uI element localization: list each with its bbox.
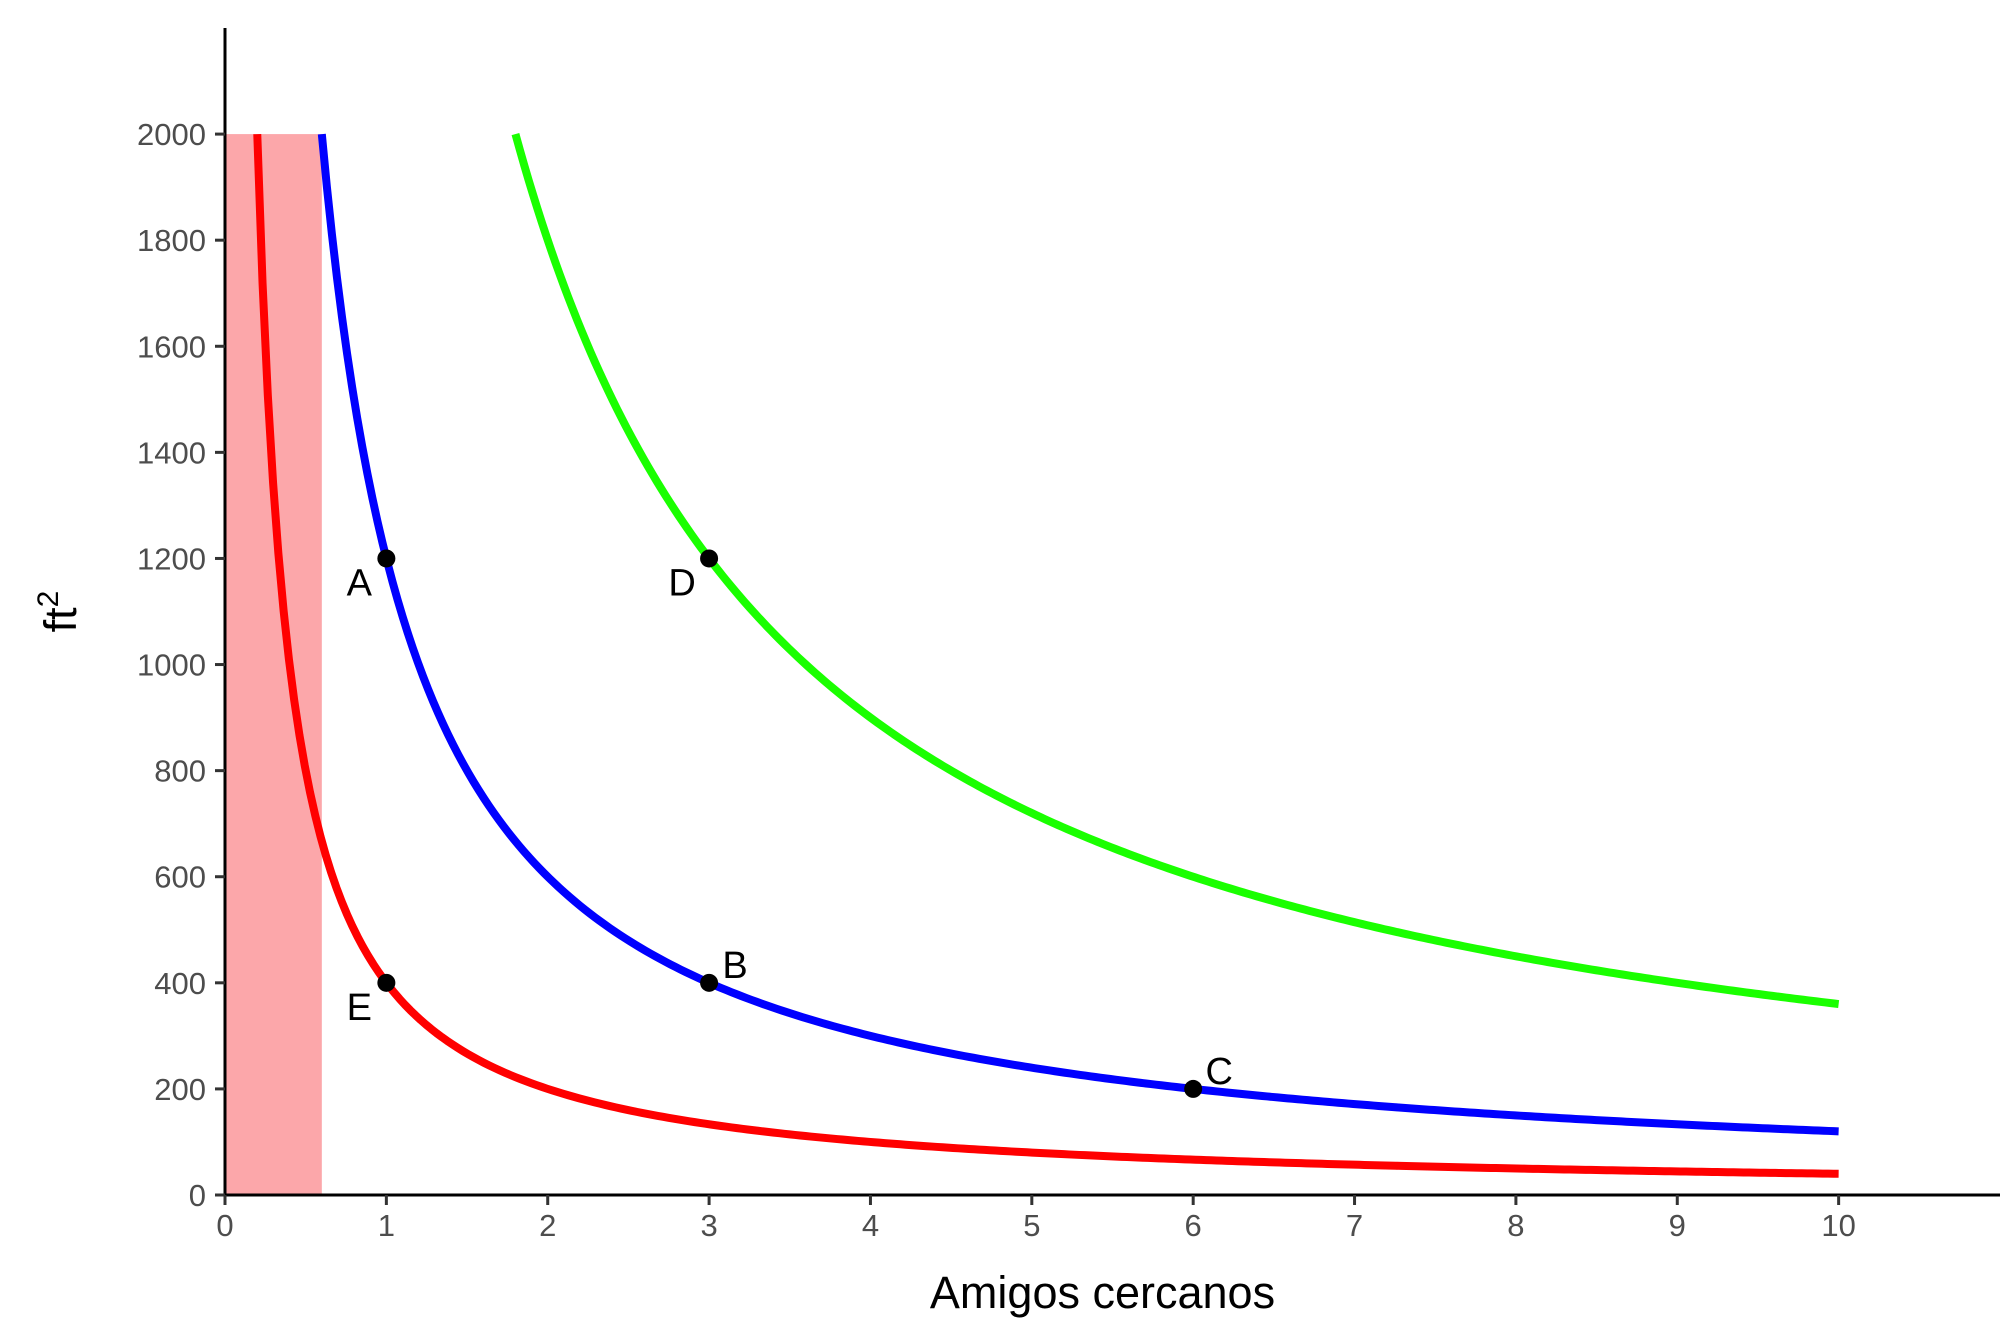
y-axis-ticks: 0 200 400 600 800 1000 1200 1400 1600 1800 2000 xyxy=(137,117,225,1213)
axes-layer xyxy=(223,28,2000,1197)
y-tick-label: 1600 xyxy=(137,329,206,364)
x-tick-label: 0 xyxy=(216,1208,233,1243)
point-c xyxy=(1184,1079,1203,1098)
series-line-3 xyxy=(511,133,1840,1009)
y-axis-title-base: ft xyxy=(35,607,86,633)
points-layer: A B C D E xyxy=(347,549,1233,1098)
x-axis-ticks: 0 1 2 3 4 5 6 7 8 9 10 xyxy=(216,1195,1856,1243)
point-a xyxy=(377,549,396,568)
y-tick-label: 1200 xyxy=(137,541,206,576)
y-tick-label: 0 xyxy=(189,1178,206,1213)
y-tick-label: 400 xyxy=(154,966,206,1001)
point-e xyxy=(377,973,396,992)
point-label-e: E xyxy=(347,987,372,1029)
y-tick-label: 2000 xyxy=(137,117,206,152)
y-tick-label: 800 xyxy=(154,754,206,789)
y-tick-label: 1400 xyxy=(137,435,206,470)
point-label-b: B xyxy=(722,945,747,987)
point-label-d: D xyxy=(668,562,695,604)
y-tick-label: 600 xyxy=(154,860,206,895)
x-tick-label: 8 xyxy=(1507,1208,1524,1243)
series-line-2 xyxy=(317,133,1839,1136)
y-axis-title: ft2 xyxy=(32,591,86,633)
x-tick-label: 4 xyxy=(862,1208,879,1243)
plot-area xyxy=(225,134,322,1195)
point-label-a: A xyxy=(347,562,373,604)
x-tick-label: 6 xyxy=(1185,1208,1202,1243)
point-label-c: C xyxy=(1205,1051,1232,1093)
point-d xyxy=(700,549,719,568)
x-tick-label: 10 xyxy=(1821,1208,1855,1243)
x-tick-label: 9 xyxy=(1669,1208,1686,1243)
shaded-region xyxy=(225,134,322,1195)
y-axis-title-superscript: 2 xyxy=(32,591,65,608)
series-layer xyxy=(253,133,1840,1178)
x-tick-label: 5 xyxy=(1023,1208,1040,1243)
x-tick-label: 1 xyxy=(378,1208,395,1243)
point-b xyxy=(700,973,719,992)
x-axis-title: Amigos cercanos xyxy=(930,1267,1275,1318)
series-line-1 xyxy=(253,133,1839,1178)
y-tick-label: 1800 xyxy=(137,223,206,258)
x-tick-label: 3 xyxy=(700,1208,717,1243)
x-tick-label: 2 xyxy=(539,1208,556,1243)
y-tick-label: 200 xyxy=(154,1072,206,1107)
x-tick-label: 7 xyxy=(1346,1208,1363,1243)
y-tick-label: 1000 xyxy=(137,648,206,683)
